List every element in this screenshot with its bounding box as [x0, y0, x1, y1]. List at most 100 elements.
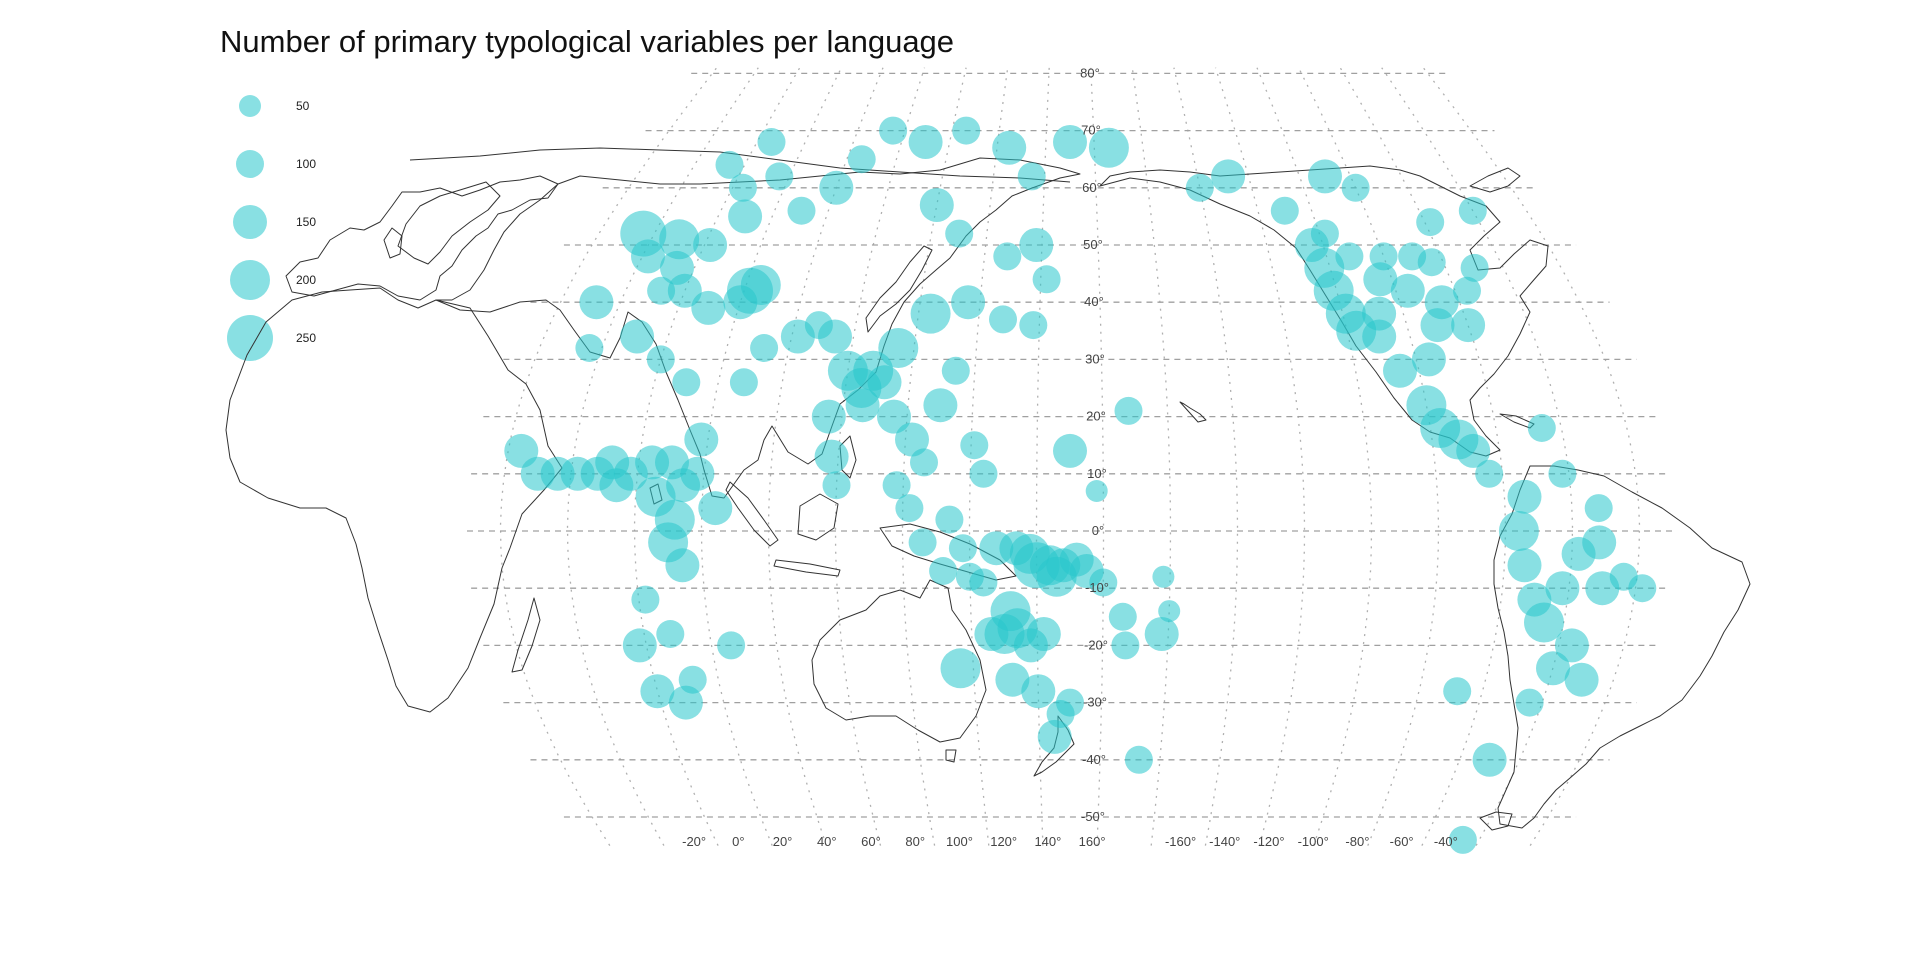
- language-point: [728, 199, 763, 234]
- language-point: [814, 439, 849, 474]
- language-point: [668, 685, 703, 720]
- language-point: [656, 620, 685, 648]
- language-point: [1111, 631, 1140, 660]
- language-point: [1507, 479, 1542, 514]
- language-point: [640, 674, 675, 709]
- lat-tick-label: 20°: [1086, 409, 1106, 424]
- language-point: [1185, 173, 1214, 202]
- language-point: [1545, 571, 1580, 606]
- lat-tick-label: -20°: [1084, 637, 1108, 652]
- language-point: [631, 585, 660, 614]
- language-point: [941, 356, 970, 385]
- language-point: [1026, 617, 1061, 651]
- lon-tick-label: 140°: [1034, 834, 1061, 849]
- language-point: [1475, 459, 1504, 488]
- language-point: [684, 422, 719, 457]
- language-point: [698, 491, 733, 526]
- legend-label: 100: [296, 157, 317, 171]
- language-point: [723, 285, 758, 320]
- lon-tick-label: -100°: [1298, 834, 1329, 849]
- language-point: [728, 173, 757, 202]
- lon-tick-label: -40°: [1434, 834, 1458, 849]
- language-point: [969, 459, 998, 488]
- lat-tick-label: 50°: [1083, 237, 1103, 252]
- coast-japan: [865, 245, 933, 333]
- language-point: [1443, 677, 1472, 706]
- language-point: [1416, 208, 1445, 237]
- language-point: [1548, 459, 1577, 488]
- language-point: [908, 528, 937, 557]
- language-point: [923, 388, 958, 423]
- language-point: [819, 170, 854, 205]
- legend-label: 250: [296, 331, 317, 345]
- coast-australia: [811, 579, 987, 743]
- language-point: [1411, 342, 1446, 377]
- language-point: [879, 116, 908, 145]
- lon-tick-label: -60°: [1390, 834, 1414, 849]
- legend-dot: [239, 95, 261, 117]
- language-point: [1053, 433, 1087, 468]
- language-point: [1362, 296, 1397, 331]
- language-point: [969, 568, 998, 597]
- lat-tick-label: 30°: [1085, 351, 1105, 366]
- meridian-line: [1214, 67, 1306, 846]
- lon-tick-label: 120°: [990, 834, 1017, 849]
- legend-dot: [236, 150, 264, 178]
- language-point: [1582, 525, 1617, 560]
- language-point: [1536, 651, 1570, 686]
- language-point: [665, 548, 700, 583]
- lat-tick-label: 10°: [1087, 466, 1107, 481]
- language-point: [1114, 396, 1143, 425]
- coast-britain: [383, 227, 403, 259]
- language-point: [757, 128, 786, 156]
- coast-arctic: [409, 147, 1071, 183]
- language-point: [1037, 719, 1072, 754]
- language-point: [729, 368, 758, 397]
- language-point: [1424, 285, 1459, 320]
- lat-tick-label: -40°: [1082, 752, 1106, 767]
- language-point: [847, 145, 876, 174]
- language-point: [1554, 628, 1589, 663]
- coast-scandinavia: [397, 181, 501, 265]
- axis-labels: 80° 70° 60° 50° 40° 30° 20° 10° 0° -10° -20° -30° -4…: [682, 65, 1458, 849]
- language-point: [1335, 242, 1364, 271]
- lon-tick-label: 0°: [732, 834, 744, 849]
- lon-tick-label: 20°: [773, 834, 793, 849]
- language-point: [1088, 127, 1129, 168]
- meridian-line: [1131, 67, 1172, 846]
- language-point: [647, 276, 676, 305]
- legend-dot: [233, 205, 267, 239]
- coast-tierradelfuego: [1479, 811, 1513, 831]
- language-point: [1383, 353, 1417, 388]
- language-point: [1453, 276, 1481, 305]
- language-point: [935, 505, 964, 534]
- language-point: [1152, 565, 1175, 588]
- legend-item: 100: [220, 88, 350, 178]
- legend-item: 250: [220, 88, 350, 361]
- lat-tick-label: -30°: [1083, 695, 1107, 710]
- language-point: [715, 150, 744, 179]
- language-point: [867, 365, 902, 400]
- language-point: [693, 228, 728, 262]
- language-point: [1124, 745, 1153, 774]
- language-point: [780, 319, 815, 354]
- language-point: [1564, 662, 1599, 697]
- language-point: [1448, 825, 1477, 854]
- language-points: [504, 116, 1657, 854]
- language-point: [1628, 574, 1657, 603]
- language-point: [945, 219, 974, 248]
- meridian-line: [1090, 67, 1105, 846]
- language-point: [680, 456, 715, 491]
- coast-newguinea: [879, 523, 1017, 581]
- legend-item: 200: [220, 88, 350, 300]
- language-point: [667, 273, 702, 308]
- language-point: [1498, 511, 1539, 551]
- coast-europe: [285, 175, 559, 301]
- language-point: [1369, 242, 1398, 271]
- legend-dot: [230, 260, 270, 300]
- language-point: [1019, 311, 1048, 340]
- language-point: [1341, 173, 1370, 202]
- language-point: [1363, 262, 1398, 297]
- language-point: [659, 219, 700, 260]
- coast-madagascar: [511, 597, 541, 673]
